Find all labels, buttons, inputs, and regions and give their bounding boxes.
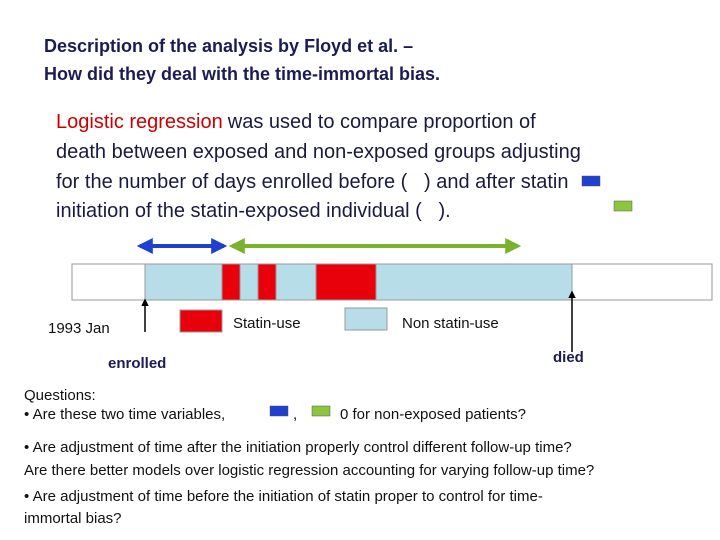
question: 0 for non-exposed patients?	[340, 406, 526, 423]
statin-period	[221, 263, 241, 301]
questions-heading: Questions:	[24, 387, 96, 404]
title-line: How did they deal with the time-immortal…	[44, 64, 440, 84]
paragraph-line: death between exposed and non-exposed gr…	[56, 141, 581, 163]
question: • Are adjustment of time before the init…	[24, 488, 543, 505]
question: ,	[293, 406, 297, 423]
green-swatch	[311, 405, 331, 417]
title-line: Description of the analysis by Floyd et …	[44, 36, 413, 56]
statin-period	[257, 263, 277, 301]
legend-label: Statin-use	[233, 315, 301, 332]
question: Are there better models over logistic re…	[24, 462, 594, 479]
highlight: Logistic regression	[56, 111, 223, 133]
paragraph-line: for the number of days enrolled before (…	[56, 171, 569, 193]
legend-swatch	[179, 309, 223, 333]
start-label: 1993 Jan	[48, 320, 110, 337]
green-swatch	[613, 200, 633, 212]
paragraph-line: Logistic regression was used to compare p…	[56, 111, 536, 133]
statin-period	[315, 263, 377, 301]
blue-swatch	[581, 175, 601, 187]
died-label: died	[553, 349, 584, 366]
legend-label: Non statin-use	[402, 315, 499, 332]
enrolled-label: enrolled	[108, 355, 166, 372]
question: immortal bias?	[24, 510, 122, 527]
legend-swatch	[344, 307, 388, 331]
question: • Are adjustment of time after the initi…	[24, 439, 572, 456]
paragraph-line: initiation of the statin-exposed individ…	[56, 200, 451, 222]
question: • Are these two time variables,	[24, 406, 225, 423]
text: was used to compare proportion of	[227, 111, 536, 133]
blue-swatch	[269, 405, 289, 417]
